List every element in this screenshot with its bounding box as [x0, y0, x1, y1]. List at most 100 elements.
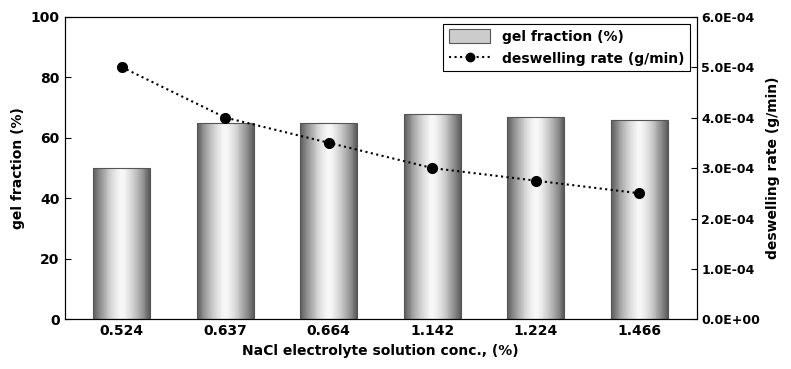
Bar: [203, 123, 204, 320]
Bar: [518, 117, 519, 320]
Bar: [623, 120, 624, 320]
Bar: [104, 168, 105, 320]
Bar: [105, 168, 107, 320]
Bar: [507, 117, 509, 320]
Bar: [430, 114, 431, 320]
Bar: [624, 120, 625, 320]
Bar: [232, 123, 233, 320]
Bar: [121, 168, 122, 320]
Bar: [242, 123, 244, 320]
Bar: [102, 168, 103, 320]
Bar: [447, 114, 448, 320]
Bar: [323, 123, 324, 320]
Bar: [530, 117, 531, 320]
Bar: [112, 168, 113, 320]
Bar: [330, 123, 331, 320]
Bar: [404, 114, 405, 320]
Bar: [149, 168, 150, 320]
Bar: [341, 123, 342, 320]
Bar: [424, 114, 425, 320]
Bar: [212, 123, 213, 320]
Bar: [208, 123, 209, 320]
Bar: [331, 123, 332, 320]
Bar: [554, 117, 556, 320]
Bar: [204, 123, 206, 320]
Bar: [535, 117, 536, 320]
Bar: [636, 120, 637, 320]
Bar: [532, 117, 533, 320]
Bar: [661, 120, 662, 320]
Bar: [312, 123, 313, 320]
Bar: [545, 117, 547, 320]
Bar: [509, 117, 510, 320]
Bar: [301, 123, 302, 320]
Bar: [345, 123, 346, 320]
Bar: [350, 123, 351, 320]
Bar: [110, 168, 112, 320]
Bar: [109, 168, 110, 320]
Bar: [108, 168, 109, 320]
Bar: [639, 120, 641, 320]
Bar: [307, 123, 308, 320]
Bar: [354, 123, 355, 320]
Bar: [197, 123, 254, 320]
Bar: [453, 114, 454, 320]
Bar: [98, 168, 99, 320]
Bar: [250, 123, 251, 320]
Bar: [418, 114, 419, 320]
Bar: [611, 120, 612, 320]
Bar: [115, 168, 116, 320]
Bar: [523, 117, 524, 320]
Bar: [562, 117, 563, 320]
Bar: [559, 117, 561, 320]
Bar: [134, 168, 135, 320]
Bar: [664, 120, 665, 320]
Bar: [114, 168, 115, 320]
Bar: [433, 114, 434, 320]
Bar: [550, 117, 551, 320]
Bar: [551, 117, 552, 320]
Bar: [436, 114, 437, 320]
Bar: [301, 123, 358, 320]
Bar: [552, 117, 553, 320]
Bar: [406, 114, 407, 320]
Bar: [305, 123, 306, 320]
Bar: [118, 168, 119, 320]
Bar: [543, 117, 544, 320]
Bar: [455, 114, 456, 320]
Bar: [644, 120, 645, 320]
Bar: [655, 120, 656, 320]
Bar: [346, 123, 348, 320]
Bar: [525, 117, 526, 320]
Bar: [302, 123, 303, 320]
Bar: [620, 120, 622, 320]
Bar: [445, 114, 447, 320]
Bar: [236, 123, 237, 320]
Bar: [308, 123, 310, 320]
Bar: [229, 123, 230, 320]
Bar: [223, 123, 225, 320]
Bar: [626, 120, 627, 320]
Bar: [442, 114, 443, 320]
Bar: [524, 117, 525, 320]
Bar: [339, 123, 340, 320]
Bar: [529, 117, 530, 320]
Bar: [628, 120, 629, 320]
Bar: [201, 123, 202, 320]
Bar: [512, 117, 513, 320]
Bar: [138, 168, 140, 320]
Bar: [645, 120, 646, 320]
Bar: [611, 120, 668, 320]
Bar: [217, 123, 218, 320]
Bar: [349, 123, 350, 320]
Bar: [662, 120, 663, 320]
Bar: [206, 123, 207, 320]
Bar: [241, 123, 242, 320]
Bar: [517, 117, 518, 320]
Bar: [136, 168, 137, 320]
Bar: [448, 114, 449, 320]
Bar: [128, 168, 129, 320]
Bar: [557, 117, 558, 320]
Bar: [615, 120, 617, 320]
Bar: [351, 123, 353, 320]
